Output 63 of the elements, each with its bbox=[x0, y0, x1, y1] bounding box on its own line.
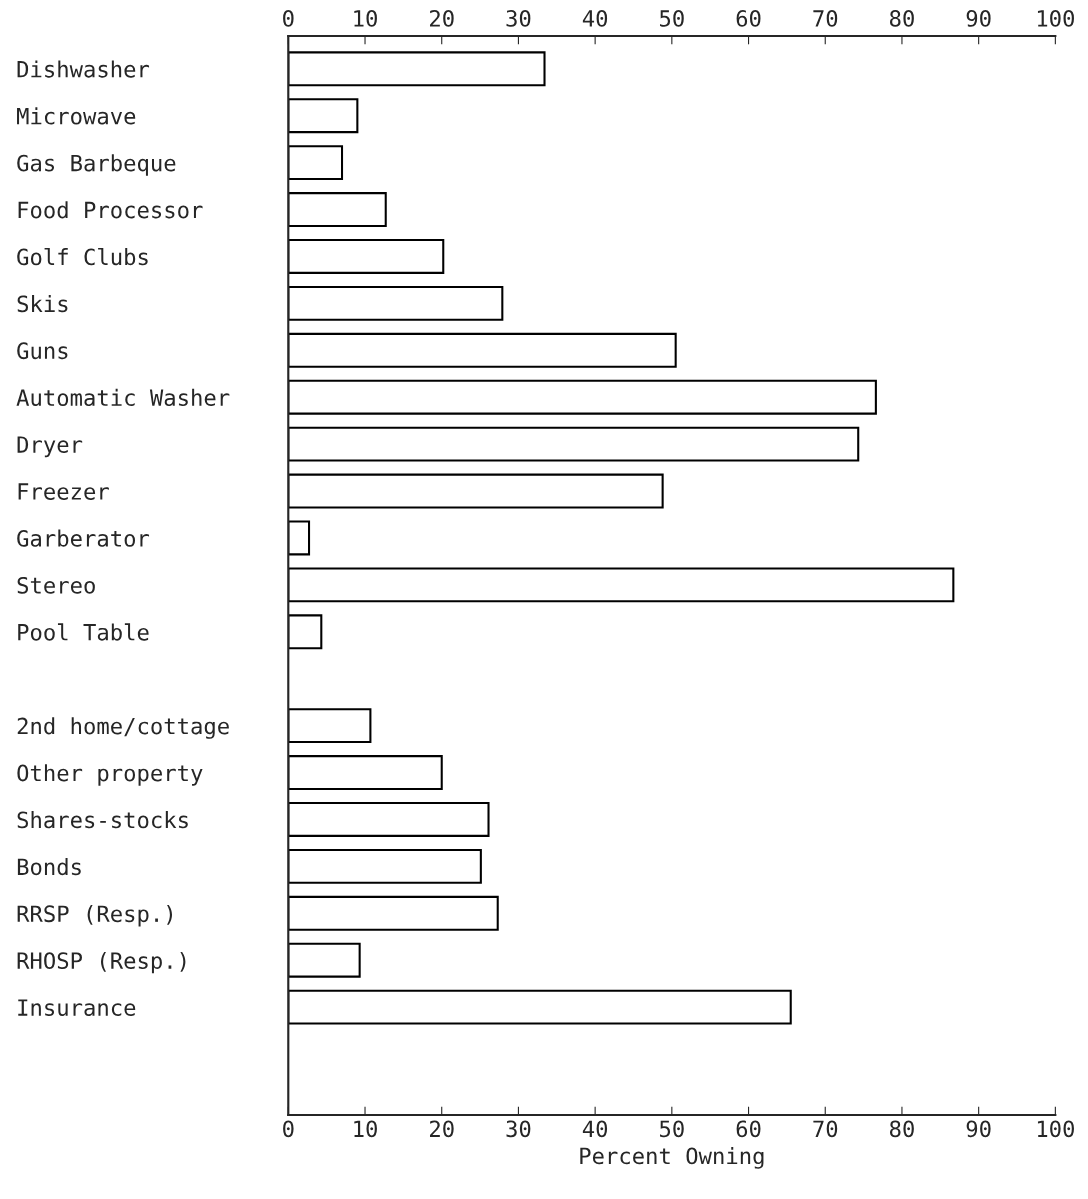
bar bbox=[288, 942, 361, 978]
bar bbox=[288, 332, 677, 368]
y-tick-label: Shares-stocks bbox=[17, 811, 188, 829]
bar bbox=[288, 802, 490, 837]
y-tick-label: Dishwasher bbox=[17, 60, 150, 78]
x-tick-label: 80 bbox=[889, 9, 914, 27]
y-tick-label: Garberator bbox=[17, 529, 150, 547]
y-tick-label: Food Processor bbox=[18, 201, 203, 219]
x-tick-label: 10 bbox=[354, 9, 377, 27]
bar bbox=[288, 614, 323, 650]
x-tick-label: 60 bbox=[736, 9, 761, 27]
y-tick-label: Stereo bbox=[17, 576, 95, 594]
x2-tick-label: 70 bbox=[813, 1120, 838, 1138]
y-tick-label: Dryer bbox=[17, 436, 83, 458]
x2-tick-label: 10 bbox=[354, 1120, 377, 1138]
y-tick-label: Skis bbox=[17, 295, 68, 313]
bar bbox=[288, 379, 877, 415]
x2-tick-label: 80 bbox=[889, 1120, 914, 1138]
x-tick-label: 30 bbox=[506, 9, 531, 27]
y-tick-label: Bonds bbox=[17, 858, 81, 876]
bar bbox=[288, 989, 792, 1025]
bar bbox=[288, 520, 311, 556]
y-tick-label: Microwave bbox=[17, 107, 136, 125]
x2-tick-label: 60 bbox=[736, 1120, 761, 1138]
bar bbox=[288, 426, 860, 462]
x-tick-label: 50 bbox=[660, 9, 684, 27]
y-tick-label: Freezer bbox=[18, 483, 109, 500]
x-tick-label: 100 bbox=[1037, 9, 1074, 27]
y-tick-label: Golf Clubs bbox=[17, 247, 148, 266]
y-tick-label: 2nd home/cottage bbox=[17, 717, 229, 739]
x-axis-title: Percent Owning bbox=[580, 1147, 764, 1169]
bar bbox=[288, 848, 482, 884]
bar bbox=[288, 708, 372, 744]
y-tick-label: RRSP (Resp.) bbox=[17, 904, 173, 927]
x-tick-label: 20 bbox=[430, 9, 454, 27]
y-tick-label: Automatic Washer bbox=[16, 388, 230, 407]
bar bbox=[288, 755, 443, 791]
bar bbox=[288, 98, 359, 134]
y-tick-label: Gas Barbeque bbox=[17, 154, 176, 176]
x2-tick-label: 20 bbox=[430, 1120, 454, 1138]
bar bbox=[288, 192, 387, 228]
x2-tick-label: 50 bbox=[660, 1120, 684, 1138]
x2-tick-label: 100 bbox=[1037, 1120, 1074, 1138]
bar bbox=[288, 567, 955, 603]
bar bbox=[288, 473, 664, 509]
bar bbox=[288, 239, 445, 274]
bar bbox=[288, 285, 504, 321]
x2-tick-label: 0 bbox=[283, 1120, 294, 1138]
x-tick-label: 70 bbox=[813, 9, 838, 27]
x-tick-label: 90 bbox=[966, 9, 991, 27]
y-tick-label: Insurance bbox=[18, 999, 136, 1016]
bar bbox=[288, 145, 344, 181]
x-tick-label: 40 bbox=[582, 9, 608, 27]
x2-tick-label: 40 bbox=[582, 1120, 608, 1138]
x2-tick-label: 90 bbox=[966, 1120, 991, 1138]
y-tick-label: Other property bbox=[17, 764, 203, 786]
y-tick-label: Guns bbox=[17, 342, 68, 360]
y-tick-label: Pool Table bbox=[18, 623, 149, 641]
bar bbox=[288, 895, 499, 931]
x2-tick-label: 30 bbox=[506, 1120, 531, 1138]
y-tick-label: RHOSP (Resp.) bbox=[17, 951, 186, 974]
x-tick-label: 0 bbox=[283, 9, 294, 27]
bar bbox=[288, 51, 546, 87]
